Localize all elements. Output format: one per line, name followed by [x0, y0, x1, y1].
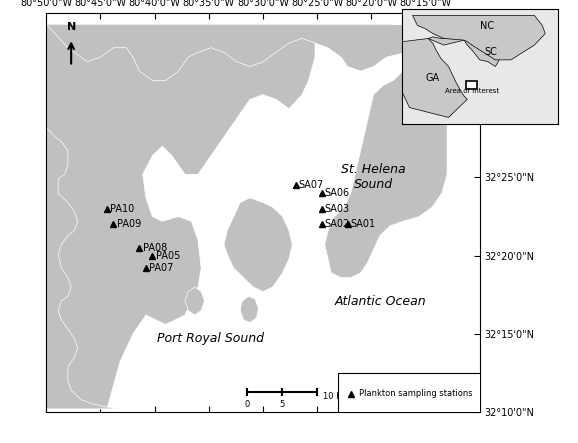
Text: St. Helena
Sound: St. Helena Sound: [341, 163, 406, 191]
Text: N: N: [66, 22, 76, 32]
Text: Port Royal Sound: Port Royal Sound: [157, 332, 265, 345]
Text: SA03: SA03: [325, 204, 350, 214]
Text: SA06: SA06: [325, 188, 350, 198]
Text: PA09: PA09: [117, 219, 141, 229]
Text: PA10: PA10: [110, 204, 135, 214]
Text: 0: 0: [244, 400, 249, 408]
Text: Plankton sampling stations: Plankton sampling stations: [360, 389, 473, 398]
Text: PA07: PA07: [149, 263, 173, 273]
Text: SA07: SA07: [299, 180, 324, 190]
Text: 5: 5: [279, 400, 284, 408]
Text: Atlantic Ocean: Atlantic Ocean: [334, 295, 426, 307]
Text: SA01: SA01: [351, 219, 376, 229]
Text: SC: SC: [484, 47, 497, 57]
Text: NC: NC: [480, 21, 495, 31]
Text: PA05: PA05: [155, 251, 180, 260]
Text: SA02: SA02: [325, 219, 350, 229]
Text: GA: GA: [426, 73, 440, 83]
Bar: [466, 81, 477, 89]
Text: PA08: PA08: [143, 243, 167, 253]
Text: 10 Kilometers: 10 Kilometers: [324, 392, 381, 401]
Text: Area of Interest: Area of Interest: [444, 88, 499, 94]
FancyBboxPatch shape: [338, 373, 481, 414]
